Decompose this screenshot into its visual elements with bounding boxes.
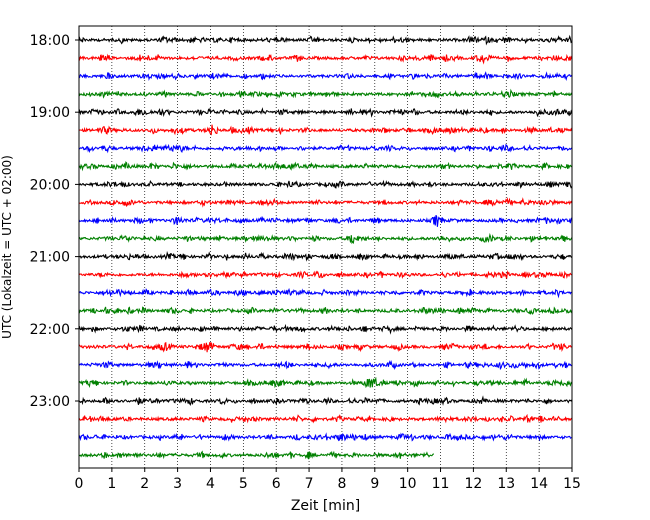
trace-line: [78, 107, 573, 118]
trace-line: [78, 413, 573, 424]
y-tick-label: 23:00: [30, 394, 70, 410]
x-tick-label: 12: [464, 476, 482, 492]
y-axis-label: UTC (Lokalzeit = UTC + 02:00): [0, 155, 14, 339]
x-tick-label: 6: [272, 476, 281, 492]
x-tick-label: 8: [337, 476, 346, 492]
trace-line: [78, 214, 573, 227]
trace-line: [78, 450, 434, 460]
y-tick-label: 19:00: [30, 105, 70, 121]
trace-layer: [78, 34, 573, 460]
trace-line: [78, 359, 572, 371]
x-tick-label: 1: [107, 476, 116, 492]
y-tick-label: 18:00: [30, 33, 70, 49]
trace-line: [78, 88, 573, 99]
trace-line: [78, 287, 573, 299]
trace-line: [78, 143, 573, 154]
trace-line: [78, 161, 573, 172]
trace-line: [78, 124, 573, 136]
trace-line: [78, 323, 573, 335]
trace-line: [78, 341, 572, 353]
y-tick-label: 21:00: [30, 250, 70, 266]
x-tick-label: 7: [305, 476, 314, 492]
trace-line: [78, 53, 573, 65]
y-tick-label: 20:00: [30, 177, 70, 193]
trace-line: [78, 269, 572, 280]
x-tick-label: 13: [497, 476, 515, 492]
plot-frame: [78, 25, 573, 469]
x-tick-label: 10: [399, 476, 417, 492]
x-tick-label: 15: [563, 476, 581, 492]
trace-line: [78, 197, 573, 208]
trace-line: [78, 376, 573, 389]
x-axis: 0 1 2 3 4 5 6 7 8 9 10 11 12 13 14 15: [75, 468, 581, 492]
x-tick-label: 2: [140, 476, 149, 492]
trace-line: [78, 232, 573, 245]
y-tick-label: 22:00: [30, 322, 70, 338]
y-axis: 18:00 19:00 20:00 21:00 22:00 23:00: [30, 33, 79, 410]
x-tick-label: 9: [370, 476, 379, 492]
x-tick-label: 3: [173, 476, 182, 492]
trace-line: [78, 306, 573, 316]
x-tick-label: 11: [432, 476, 450, 492]
trace-line: [78, 34, 573, 46]
x-tick-label: 0: [75, 476, 84, 492]
trace-line: [78, 250, 573, 262]
x-tick-label: 5: [239, 476, 248, 492]
x-tick-label: 4: [206, 476, 215, 492]
x-axis-label: Zeit [min]: [291, 498, 360, 514]
trace-line: [78, 432, 572, 442]
x-tick-label: 14: [530, 476, 548, 492]
trace-line: [78, 71, 573, 82]
trace-line: [78, 179, 573, 189]
trace-line: [78, 395, 573, 406]
